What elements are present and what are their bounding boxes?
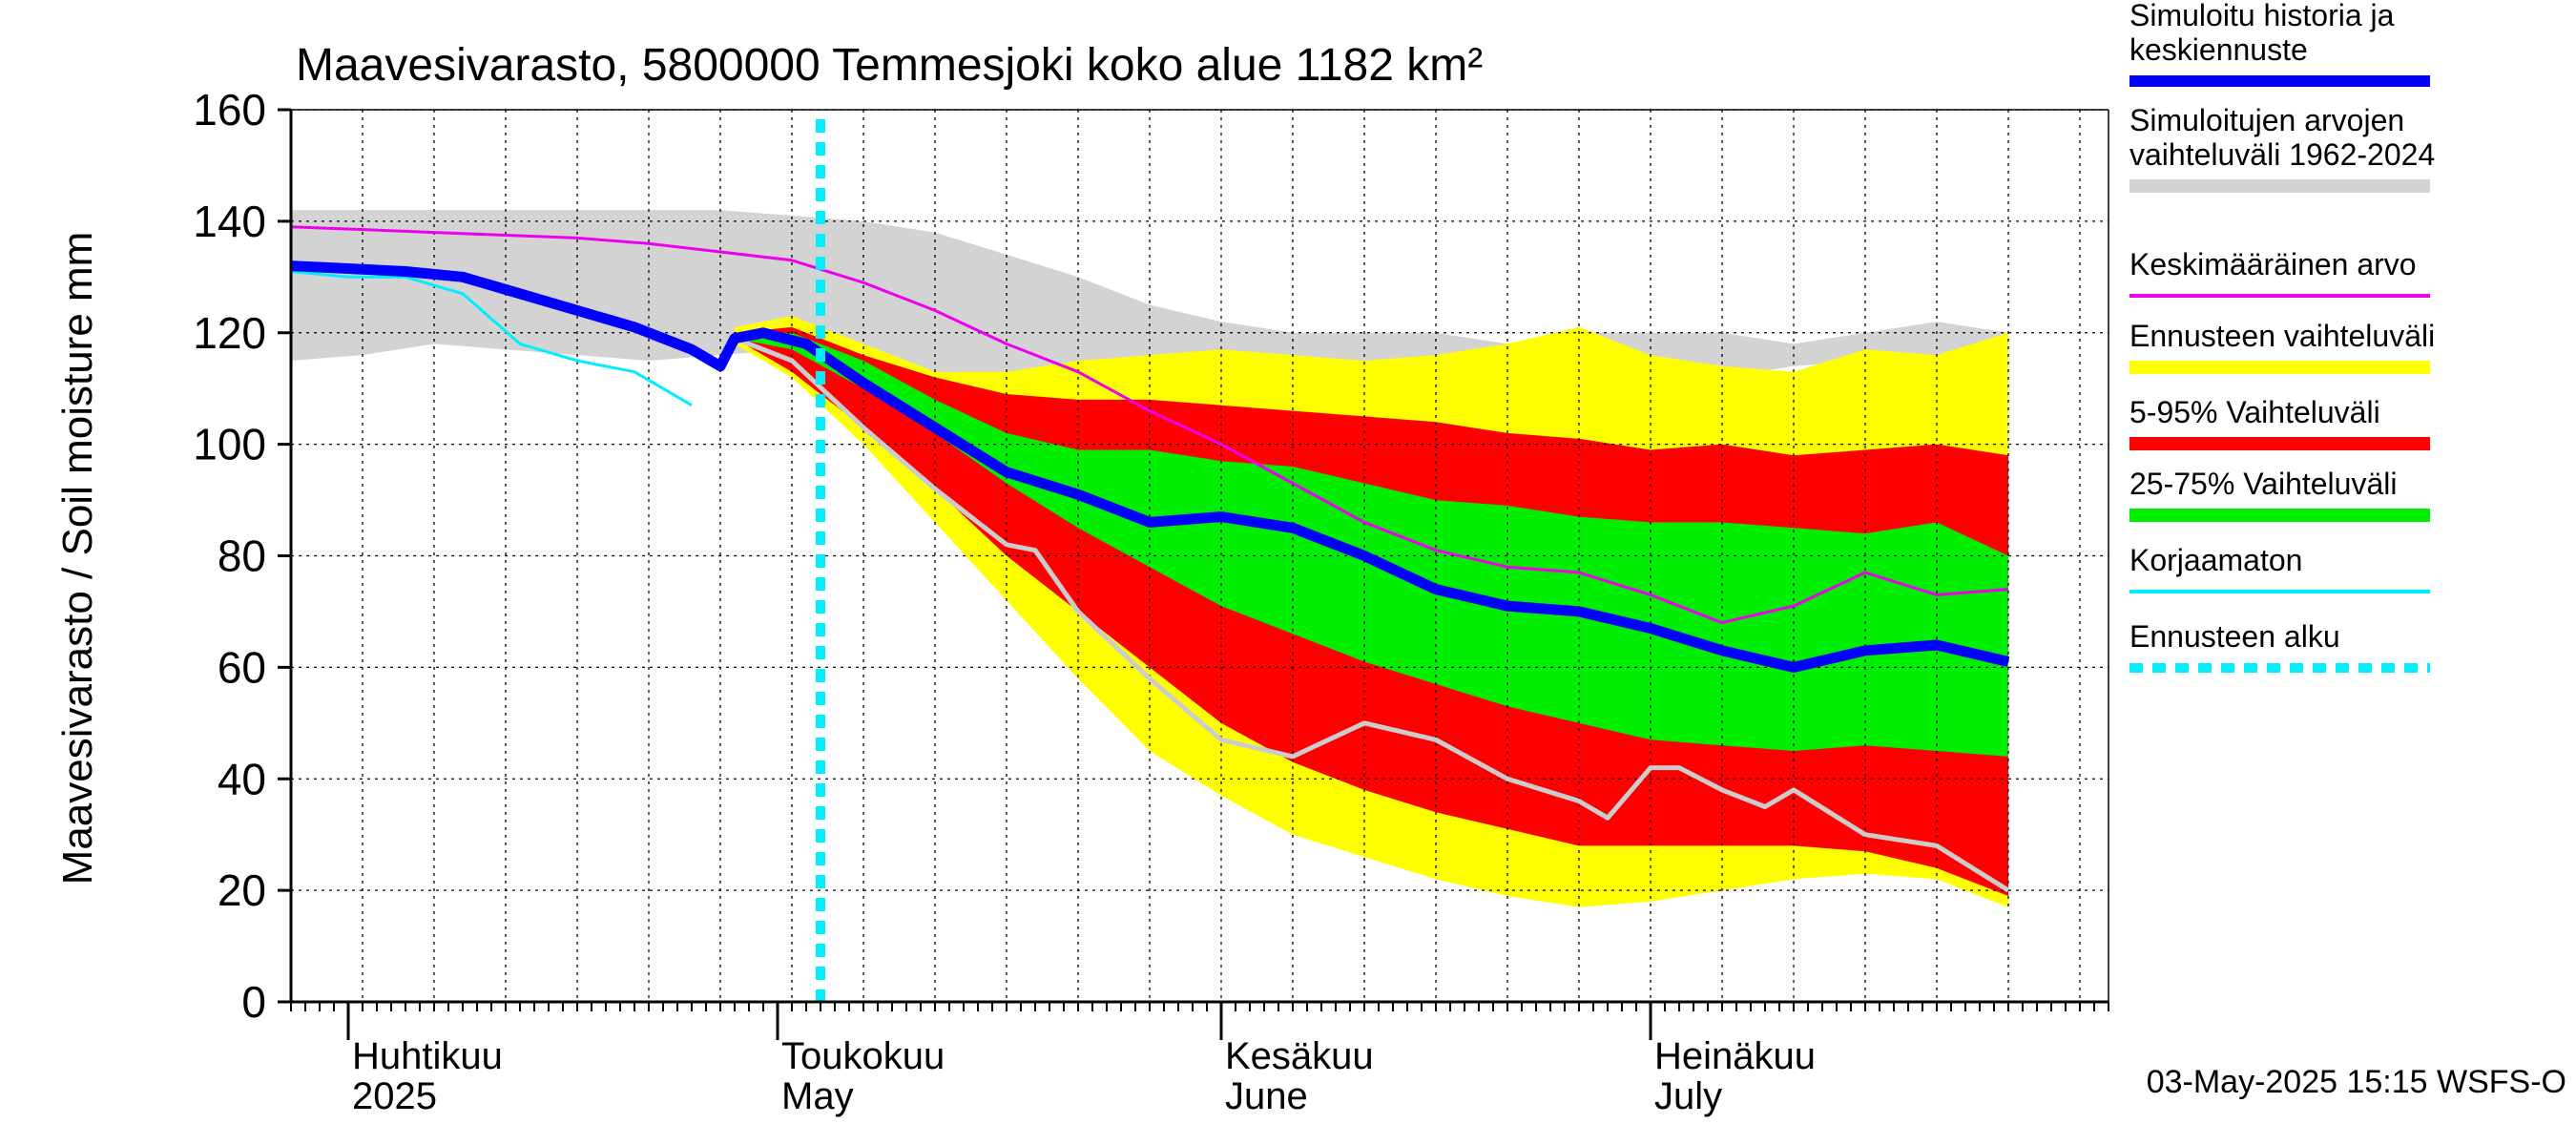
legend-item: 25-75% Vaihteluväli [2129,467,2430,522]
legend-label: 25-75% Vaihteluväli [2129,467,2397,501]
y-tick-label: 100 [193,420,266,469]
x-month-sublabel: 2025 [352,1075,437,1117]
legend-label: Ennusteen vaihteluväli [2129,319,2435,353]
legend-item: Korjaamaton [2129,543,2430,593]
axes-layer [278,108,2109,1040]
series-keskim-r-inen-arvo [290,225,2009,625]
legend-item: Keskimääräinen arvo [2129,247,2430,298]
footer-timestamp: 03-May-2025 15:15 WSFS-O [2147,1064,2566,1100]
legend-label: Ennusteen alku [2129,619,2340,654]
y-tick-label: 0 [241,977,266,1027]
y-tick-label: 160 [193,85,266,135]
chart-title: Maavesivarasto, 5800000 Temmesjoki koko … [296,40,1483,91]
legend-label: Simuloitujen arvojen vaihteluväli 1962-20… [2129,103,2435,172]
legend-label: 5-95% Vaihteluväli [2129,395,2380,429]
legend: Simuloitu historia ja keskiennuste Simuloi… [2129,0,2435,673]
y-tick-label: 60 [218,642,266,692]
y-tick-label: 80 [218,531,266,581]
y-axis-label: Maavesivarasto / Soil moisture mm [54,232,101,885]
legend-label: Simuloitu historia ja keskiennuste [2129,0,2395,67]
y-tick-label: 120 [193,308,266,358]
legend-label: Keskimääräinen arvo [2129,247,2417,281]
legend-item: 5-95% Vaihteluväli [2129,395,2430,450]
y-tick-label: 20 [218,865,266,915]
x-month-sublabel: July [1654,1075,1722,1117]
legend-item: Simuloitujen arvojen vaihteluväli 1962-20… [2129,103,2435,193]
y-tick-label: 140 [193,197,266,246]
x-month-sublabel: June [1225,1075,1308,1117]
x-month-label: Toukokuu [781,1035,945,1077]
series-lowest-history-gray-line- [734,336,2010,893]
x-month-sublabel: May [781,1075,854,1117]
series-simuloitu-historia-ja-keskiennuste [290,260,2010,673]
series-korjaamaton [290,270,693,406]
legend-item: Ennusteen alku [2129,619,2430,673]
legend-item: Ennusteen vaihteluväli [2129,319,2435,374]
legend-item: Simuloitu historia ja keskiennuste [2129,0,2430,87]
line-layer [290,119,2010,1002]
y-tick-label: 40 [218,754,266,803]
x-month-label: Heinäkuu [1654,1035,1816,1077]
x-month-label: Kesäkuu [1225,1035,1374,1077]
legend-label: Korjaamaton [2129,543,2302,577]
x-month-label: Huhtikuu [352,1035,503,1077]
band-25-75-vaihteluv-li [735,332,2008,757]
